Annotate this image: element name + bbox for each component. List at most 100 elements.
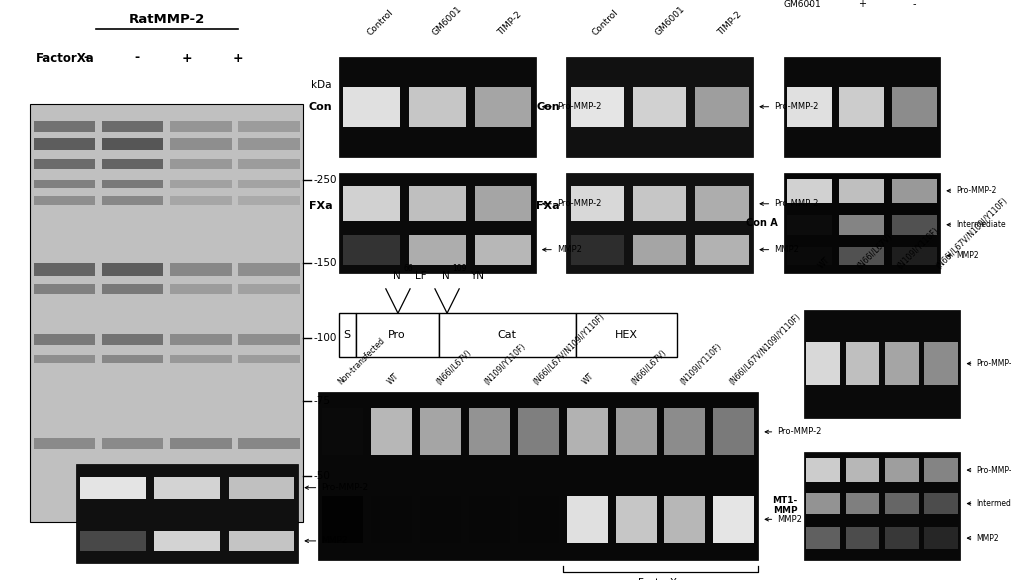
Bar bbox=[807, 458, 840, 482]
Text: Intermediate: Intermediate bbox=[977, 499, 1011, 508]
Bar bbox=[566, 57, 753, 157]
Bar bbox=[885, 493, 919, 514]
Text: -: - bbox=[912, 0, 916, 9]
Text: Pro-MMP-2: Pro-MMP-2 bbox=[777, 427, 822, 436]
Text: YN: YN bbox=[470, 271, 484, 281]
Text: Pro: Pro bbox=[388, 330, 406, 340]
Text: WT: WT bbox=[385, 372, 400, 387]
Bar bbox=[102, 138, 164, 150]
Bar bbox=[239, 263, 300, 276]
Bar bbox=[239, 196, 300, 205]
Bar bbox=[788, 179, 832, 203]
Bar bbox=[170, 196, 232, 205]
Text: Pro-MMP-2: Pro-MMP-2 bbox=[977, 359, 1011, 368]
Bar bbox=[30, 104, 303, 522]
Text: (N109I/Y110F): (N109I/Y110F) bbox=[896, 226, 940, 271]
Text: (N109I/Y110F): (N109I/Y110F) bbox=[483, 342, 528, 387]
Bar bbox=[924, 458, 957, 482]
Text: 109: 109 bbox=[452, 263, 467, 273]
Bar bbox=[475, 235, 531, 264]
Text: -75: -75 bbox=[313, 396, 331, 406]
Bar bbox=[80, 477, 146, 498]
Bar bbox=[839, 87, 885, 126]
Bar bbox=[885, 527, 919, 549]
Bar bbox=[784, 57, 940, 157]
Bar bbox=[633, 186, 686, 221]
Text: FXa: FXa bbox=[309, 201, 333, 211]
Bar bbox=[239, 180, 300, 188]
Bar bbox=[788, 87, 832, 126]
Bar bbox=[170, 121, 232, 132]
Bar bbox=[804, 310, 960, 418]
Bar bbox=[33, 159, 95, 169]
Bar bbox=[371, 408, 412, 455]
Bar bbox=[892, 179, 936, 203]
Bar bbox=[409, 186, 465, 221]
Bar bbox=[807, 493, 840, 514]
Bar bbox=[239, 159, 300, 169]
Bar bbox=[339, 313, 356, 357]
Bar bbox=[570, 235, 624, 264]
Bar bbox=[475, 87, 531, 126]
Bar bbox=[892, 246, 936, 264]
Bar bbox=[102, 180, 164, 188]
Bar bbox=[475, 186, 531, 221]
Bar bbox=[344, 87, 399, 126]
Bar bbox=[102, 196, 164, 205]
Bar bbox=[170, 159, 232, 169]
Text: Con: Con bbox=[537, 102, 560, 112]
Bar bbox=[633, 235, 686, 264]
Bar bbox=[570, 186, 624, 221]
Bar bbox=[33, 334, 95, 345]
Text: 66: 66 bbox=[403, 263, 412, 273]
Text: Con A: Con A bbox=[746, 218, 777, 228]
Text: (N109I/Y110F): (N109I/Y110F) bbox=[678, 342, 724, 387]
Bar bbox=[155, 531, 219, 551]
Bar bbox=[239, 284, 300, 295]
Bar bbox=[924, 493, 957, 514]
Text: Pro-MMP-2: Pro-MMP-2 bbox=[321, 483, 369, 492]
Bar bbox=[102, 438, 164, 449]
Text: +: + bbox=[858, 0, 865, 9]
Text: FactorXa: FactorXa bbox=[638, 578, 683, 580]
Bar bbox=[170, 263, 232, 276]
Text: Pro-MMP-2: Pro-MMP-2 bbox=[774, 102, 819, 111]
Text: MMP2: MMP2 bbox=[977, 534, 999, 543]
Bar bbox=[696, 87, 749, 126]
Bar bbox=[80, 531, 146, 551]
Bar bbox=[239, 138, 300, 150]
Bar bbox=[567, 496, 608, 543]
Text: Pro-MMP-2: Pro-MMP-2 bbox=[774, 200, 819, 208]
Bar bbox=[885, 342, 919, 385]
Text: WT: WT bbox=[817, 256, 832, 271]
Bar bbox=[228, 531, 294, 551]
Bar bbox=[344, 235, 399, 264]
Bar bbox=[924, 342, 957, 385]
Text: MMP2: MMP2 bbox=[774, 245, 800, 254]
Bar bbox=[102, 159, 164, 169]
Bar bbox=[239, 334, 300, 345]
Bar bbox=[696, 186, 749, 221]
Bar bbox=[421, 496, 461, 543]
Bar bbox=[76, 464, 298, 563]
Bar bbox=[318, 392, 758, 560]
Text: N: N bbox=[442, 271, 450, 281]
Text: Pro-MMP-2: Pro-MMP-2 bbox=[956, 186, 997, 195]
Text: S: S bbox=[344, 330, 351, 340]
Bar bbox=[323, 408, 363, 455]
Bar bbox=[170, 334, 232, 345]
Bar bbox=[102, 121, 164, 132]
Text: Pro-MMP-2: Pro-MMP-2 bbox=[557, 200, 602, 208]
Bar bbox=[102, 263, 164, 276]
Bar bbox=[576, 313, 677, 357]
Text: MMP2: MMP2 bbox=[956, 251, 979, 260]
Text: (N66I/L67V/N109I/Y110F): (N66I/L67V/N109I/Y110F) bbox=[728, 312, 803, 387]
Text: +: + bbox=[233, 52, 243, 64]
Bar bbox=[102, 355, 164, 363]
Bar bbox=[339, 173, 536, 273]
Bar bbox=[845, 458, 880, 482]
Text: (N66I/L67V/N109I/Y110F): (N66I/L67V/N109I/Y110F) bbox=[532, 312, 607, 387]
Bar bbox=[664, 496, 706, 543]
Bar bbox=[839, 215, 885, 235]
Text: GM6001: GM6001 bbox=[653, 5, 686, 38]
